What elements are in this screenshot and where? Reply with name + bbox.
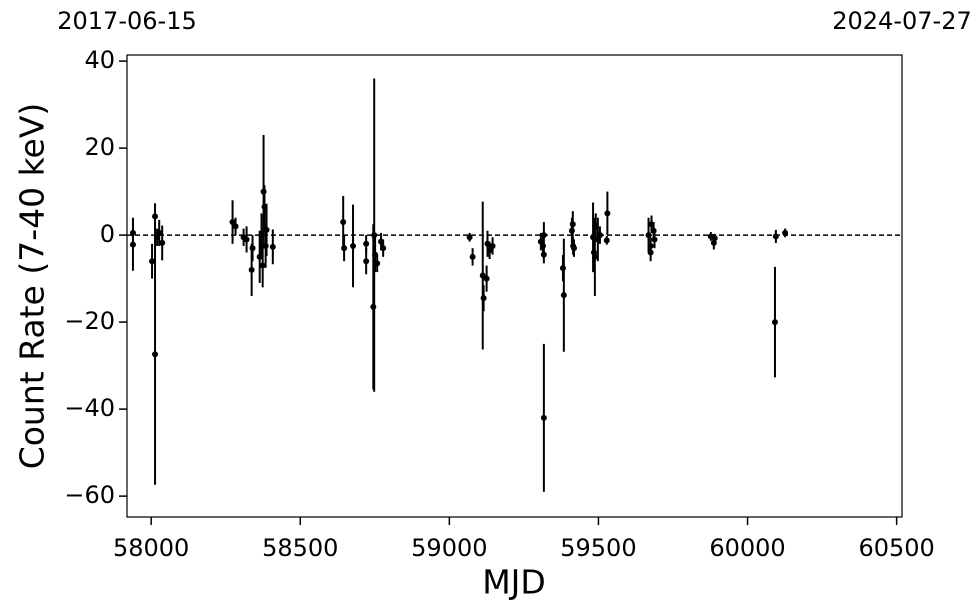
data-point [341, 245, 348, 252]
data-point [596, 232, 603, 239]
data-point [263, 226, 270, 233]
data-point [560, 292, 567, 299]
y-axis-label: Count Rate (7-40 keV) [13, 103, 52, 470]
data-point [483, 275, 490, 282]
plot-frame [126, 54, 903, 518]
data-point [243, 236, 250, 243]
data-point [651, 236, 658, 243]
x-tick-label: 60500 [858, 534, 934, 562]
data-point [466, 234, 473, 241]
data-point [604, 210, 611, 217]
data-point [570, 245, 577, 252]
y-tick-label: −40 [64, 394, 115, 422]
x-tick-label: 59500 [560, 534, 636, 562]
x-tick-label: 58500 [262, 534, 338, 562]
data-point [152, 213, 159, 220]
data-point [469, 253, 476, 260]
data-point [711, 235, 718, 242]
top-date-label: 2024-07-27 [832, 7, 971, 35]
data-point [540, 414, 547, 421]
data-point [259, 262, 266, 269]
data-point [269, 243, 276, 250]
x-tick-label: 59000 [411, 534, 487, 562]
data-point [540, 232, 547, 239]
data-point [248, 266, 255, 273]
data-point [340, 219, 347, 226]
y-tick-label: −20 [64, 307, 115, 335]
data-point [371, 232, 378, 239]
x-tick-label: 60000 [709, 534, 785, 562]
data-point [591, 253, 598, 260]
top-date-label: 2017-06-15 [57, 7, 196, 35]
data-point [540, 251, 547, 258]
data-point [363, 258, 370, 265]
data-point [603, 237, 610, 244]
data-point [771, 319, 778, 326]
data-point [350, 242, 357, 249]
data-point [156, 229, 163, 236]
data-point [152, 351, 159, 358]
data-point [647, 249, 654, 256]
data-point [149, 258, 156, 265]
data-point [569, 221, 576, 228]
y-tick-label: 20 [84, 133, 115, 161]
data-point [480, 295, 487, 302]
data-point [772, 233, 779, 240]
x-axis-label: MJD [482, 563, 546, 602]
data-point [380, 245, 387, 252]
data-point [232, 223, 239, 230]
data-point [486, 247, 493, 254]
x-tick-label: 58000 [113, 534, 189, 562]
data-point [363, 240, 370, 247]
data-point [229, 219, 236, 226]
data-point [489, 242, 496, 249]
data-point [782, 229, 789, 236]
y-tick-label: −60 [64, 481, 115, 509]
y-tick-label: 0 [100, 220, 115, 248]
data-point [159, 239, 166, 246]
data-point [129, 241, 136, 248]
data-point [374, 260, 381, 267]
data-point [645, 232, 652, 239]
y-tick-label: 40 [84, 46, 115, 74]
